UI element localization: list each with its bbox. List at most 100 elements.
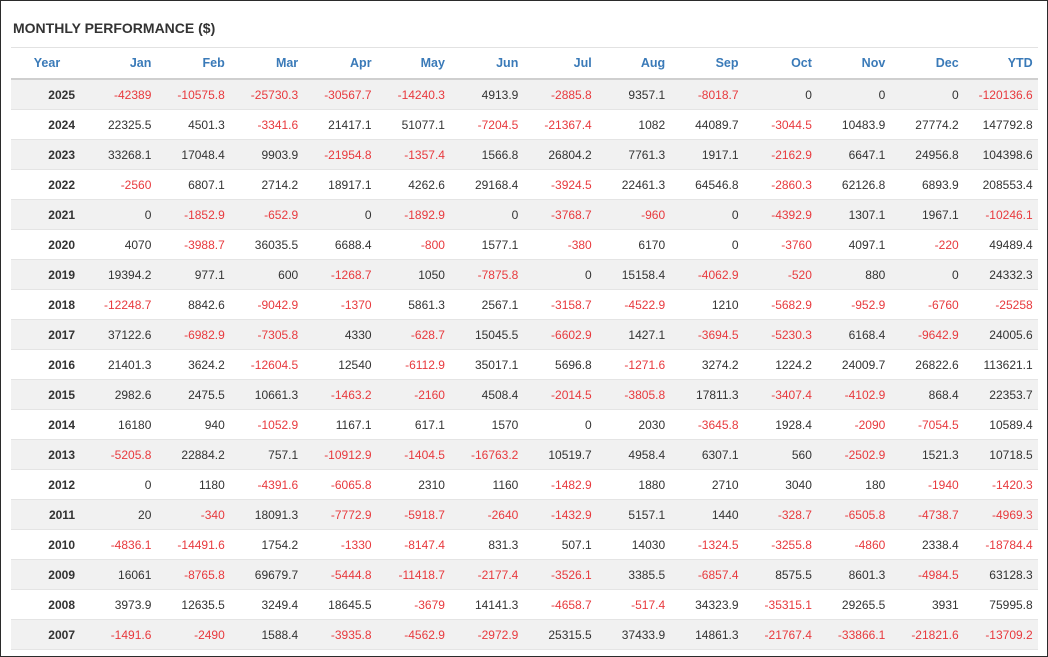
value-cell: -1357.4	[376, 139, 450, 170]
value-cell: -4062.9	[670, 259, 744, 290]
value-cell: 1082	[596, 109, 671, 140]
column-header-ytd: YTD	[963, 47, 1038, 80]
value-cell: -33866.1	[816, 619, 891, 650]
value-cell: 29168.4	[449, 169, 524, 200]
value-cell: 25315.5	[523, 619, 597, 650]
value-cell: 8575.5	[743, 559, 817, 590]
year-cell: 2015	[11, 379, 83, 410]
value-cell: 3249.4	[229, 589, 304, 620]
value-cell: 37122.6	[83, 319, 157, 350]
value-cell: 977.1	[156, 259, 230, 290]
value-cell: 21401.3	[83, 349, 157, 380]
value-cell: 37433.9	[596, 619, 671, 650]
column-header-apr: Apr	[303, 47, 377, 80]
year-cell: 2012	[11, 469, 83, 500]
value-cell: -6602.9	[523, 319, 597, 350]
value-cell: 34323.9	[670, 589, 744, 620]
year-cell: 2022	[11, 169, 83, 200]
value-cell: 2714.2	[229, 169, 304, 200]
value-cell: 1050	[376, 259, 450, 290]
value-cell: -220	[890, 229, 964, 260]
value-cell: -2560	[83, 169, 157, 200]
ytd-cell: 49489.4	[963, 229, 1038, 260]
value-cell: -3158.7	[523, 289, 597, 320]
year-cell: 2021	[11, 199, 83, 230]
value-cell: -14491.6	[156, 529, 230, 560]
year-cell: 2014	[11, 409, 83, 440]
value-cell: -4984.5	[890, 559, 964, 590]
ytd-cell: -25258	[963, 289, 1038, 320]
value-cell: -1463.2	[303, 379, 377, 410]
value-cell: -2014.5	[523, 379, 597, 410]
value-cell: 22325.5	[83, 109, 157, 140]
value-cell: -4860	[816, 529, 891, 560]
value-cell: -5230.3	[743, 319, 817, 350]
table-row: 2019 19394.2 977.1 600 -1268.7 1050 -7875.8 0 15…	[11, 259, 1038, 290]
column-header-oct: Oct	[743, 47, 817, 80]
value-cell: -21767.4	[743, 619, 817, 650]
value-cell: 0	[449, 199, 524, 230]
value-cell: -380	[523, 229, 597, 260]
year-cell: 2019	[11, 259, 83, 290]
table-row: 2011 20 -340 18091.3 -7772.9 -5918.7 -2640 -143…	[11, 499, 1038, 530]
value-cell: -5205.8	[83, 439, 157, 470]
value-cell: 5696.8	[523, 349, 597, 380]
value-cell: -2972.9	[449, 619, 524, 650]
year-cell: 2013	[11, 439, 83, 470]
value-cell: -4836.1	[83, 529, 157, 560]
value-cell: 868.4	[890, 379, 964, 410]
value-cell: 0	[816, 79, 891, 110]
value-cell: -6065.8	[303, 469, 377, 500]
value-cell: -3341.6	[229, 109, 304, 140]
value-cell: 9903.9	[229, 139, 304, 170]
value-cell: -1271.6	[596, 349, 671, 380]
value-cell: -9642.9	[890, 319, 964, 350]
value-cell: 4097.1	[816, 229, 891, 260]
value-cell: 6893.9	[890, 169, 964, 200]
year-cell: 2024	[11, 109, 83, 140]
value-cell: 14141.3	[449, 589, 524, 620]
value-cell: 831.3	[449, 529, 524, 560]
value-cell: 1588.4	[229, 619, 304, 650]
value-cell: 69679.7	[229, 559, 304, 590]
value-cell: 15045.5	[449, 319, 524, 350]
ytd-cell: -1420.3	[963, 469, 1038, 500]
year-cell: 2008	[11, 589, 83, 620]
value-cell: 18645.5	[303, 589, 377, 620]
year-cell: 2016	[11, 349, 83, 380]
value-cell: -6857.4	[670, 559, 744, 590]
table-row: 2021 0 -1852.9 -652.9 0 -1892.9 0 -3768.7 -960 0-…	[11, 199, 1038, 230]
value-cell: -8765.8	[156, 559, 230, 590]
value-cell: 6307.1	[670, 439, 744, 470]
year-cell: 2010	[11, 529, 83, 560]
value-cell: -3407.4	[743, 379, 817, 410]
value-cell: -3044.5	[743, 109, 817, 140]
value-cell: -7305.8	[229, 319, 304, 350]
value-cell: 4262.6	[376, 169, 450, 200]
monthly-performance-table: Year Jan Feb Mar Apr May Jun Jul Aug Sep Oct Nov Dec…	[11, 47, 1038, 650]
value-cell: 757.1	[229, 439, 304, 470]
ytd-cell: -13709.2	[963, 619, 1038, 650]
value-cell: -1052.9	[229, 409, 304, 440]
ytd-cell: -10246.1	[963, 199, 1038, 230]
value-cell: 18917.1	[303, 169, 377, 200]
column-header-nov: Nov	[816, 47, 891, 80]
column-header-may: May	[376, 47, 450, 80]
value-cell: -21367.4	[523, 109, 597, 140]
value-cell: 0	[523, 259, 597, 290]
year-cell: 2018	[11, 289, 83, 320]
value-cell: 507.1	[523, 529, 597, 560]
value-cell: -2090	[816, 409, 891, 440]
value-cell: 5861.3	[376, 289, 450, 320]
value-cell: 7761.3	[596, 139, 671, 170]
ytd-cell: -120136.6	[963, 79, 1038, 110]
value-cell: -1892.9	[376, 199, 450, 230]
value-cell: 29265.5	[816, 589, 891, 620]
year-cell: 2020	[11, 229, 83, 260]
value-cell: -14240.3	[376, 79, 450, 110]
value-cell: 560	[743, 439, 817, 470]
value-cell: 2982.6	[83, 379, 157, 410]
value-cell: -3935.8	[303, 619, 377, 650]
value-cell: 4508.4	[449, 379, 524, 410]
value-cell: 12540	[303, 349, 377, 380]
